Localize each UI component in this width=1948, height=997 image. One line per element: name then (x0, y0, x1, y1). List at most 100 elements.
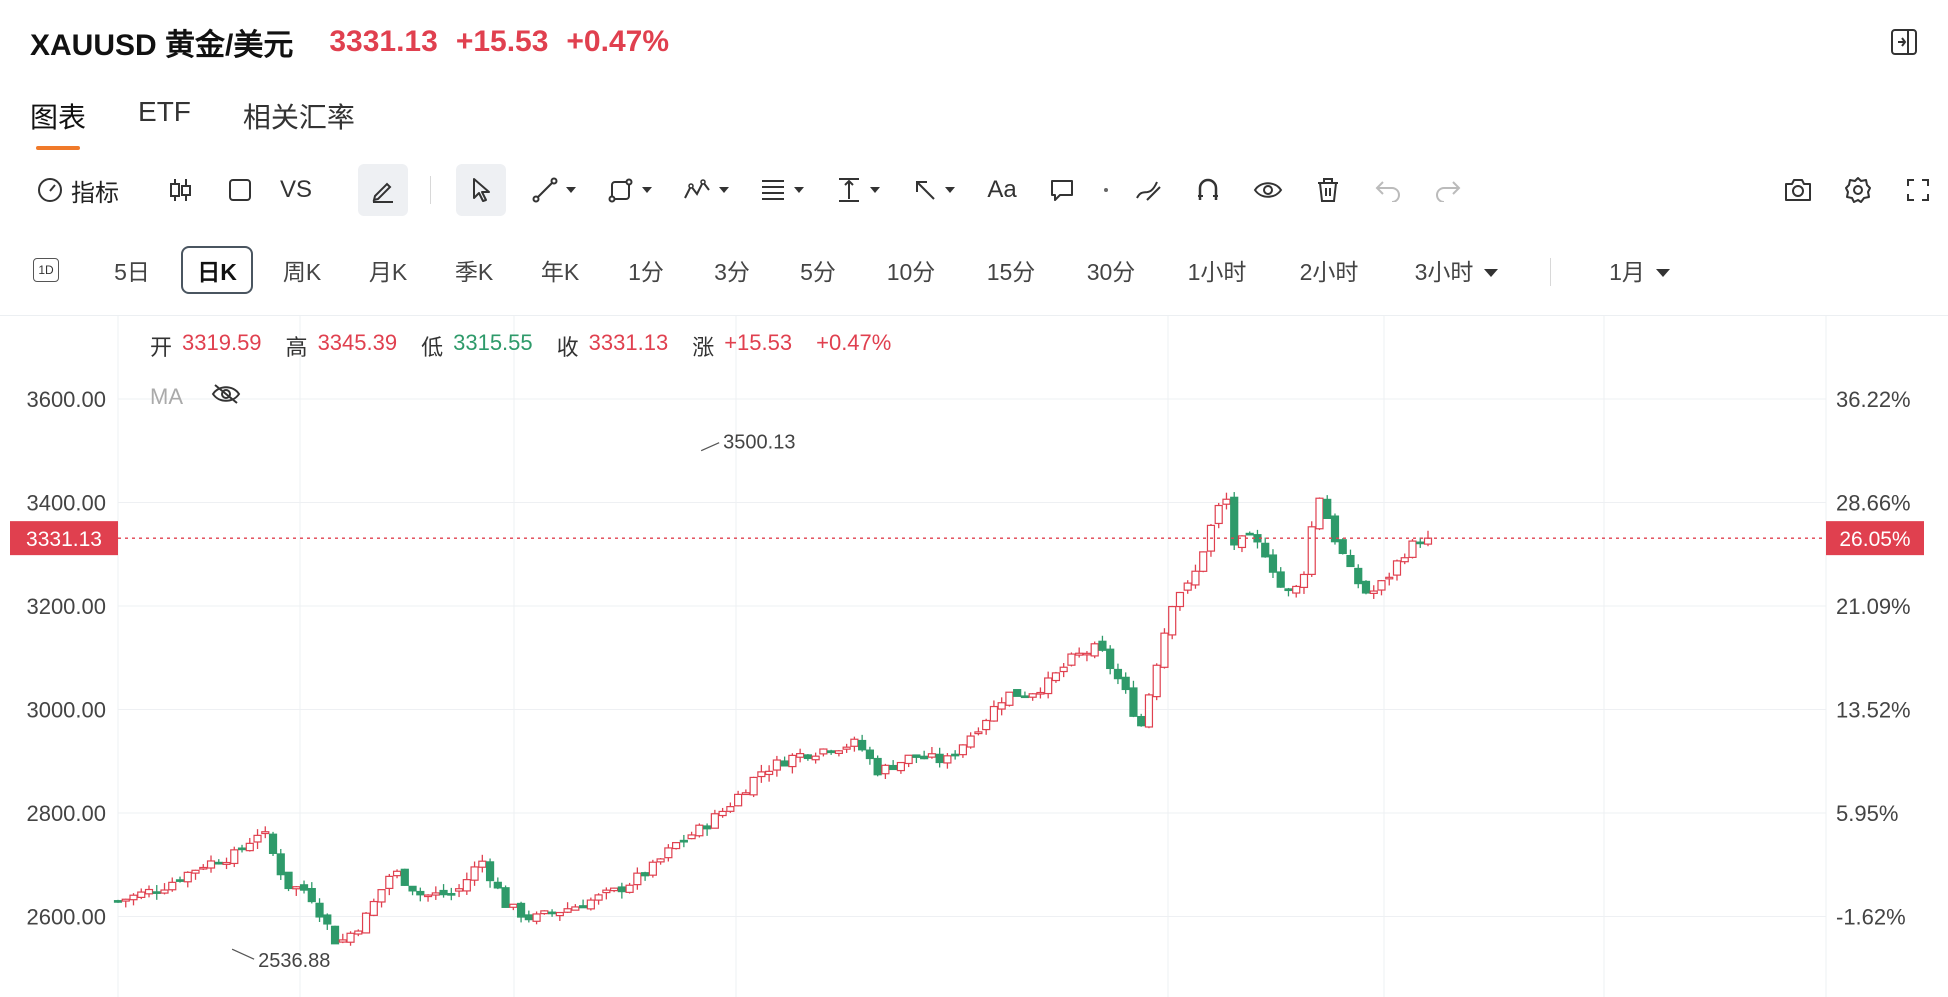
candle-up (1059, 666, 1068, 673)
candle-down (400, 868, 409, 886)
text-tool[interactable]: Aa (987, 176, 1017, 203)
open-label: 开 (150, 335, 173, 360)
fib-tool[interactable] (752, 164, 812, 216)
candle-up (586, 899, 595, 910)
candle-down (1416, 541, 1425, 545)
tab-etf[interactable]: ETF (138, 96, 191, 127)
dot-tool[interactable] (1092, 164, 1120, 216)
candle-down (1361, 580, 1371, 594)
period-10min[interactable]: 10分 (886, 259, 936, 285)
period-1h[interactable]: 1小时 (1187, 259, 1247, 285)
candle-down (447, 892, 456, 896)
candle-up (1005, 691, 1014, 706)
brush-tool[interactable] (1124, 164, 1172, 216)
interval-badge[interactable]: 1D (28, 246, 64, 294)
period-quarterly[interactable]: 季K (454, 259, 494, 285)
delete-drawings-button[interactable] (1304, 164, 1352, 216)
redo-button[interactable] (1424, 164, 1472, 216)
candle-type-button[interactable] (158, 164, 202, 216)
candle-down (889, 764, 898, 771)
candle-up (796, 753, 805, 758)
percent-tick-label: -1.62% (1836, 905, 1906, 930)
period-2h[interactable]: 2小时 (1299, 259, 1359, 285)
candlestick-chart[interactable]: 3500.13 2536.88 3331.13 26.05% 3600.00 3400.… (0, 316, 1948, 997)
max-price-pointer (700, 442, 720, 452)
open-value: 3319.59 (182, 330, 262, 355)
candle-up (896, 761, 905, 772)
indicator-button[interactable]: 指标 (28, 164, 128, 216)
indicator-label: 指标 (71, 179, 119, 207)
candle-up (555, 911, 564, 917)
candle-up (1222, 498, 1231, 505)
ma-label: MA (150, 383, 183, 409)
comment-tool[interactable] (1040, 164, 1084, 216)
candle-down (1284, 588, 1293, 592)
visibility-toggle[interactable] (1244, 164, 1292, 216)
percent-tick-label: 36.22% (1836, 387, 1911, 412)
ma-indicator-row: MA (150, 382, 241, 411)
candle-down (1330, 515, 1340, 543)
tab-chart[interactable]: 图表 (30, 96, 86, 150)
candle-up (245, 842, 254, 852)
undo-button[interactable] (1364, 164, 1412, 216)
candle-up (842, 746, 851, 750)
line-tool[interactable] (524, 164, 584, 216)
candle-down (1230, 496, 1239, 546)
candle-up (222, 861, 231, 865)
chart-grid (117, 316, 1827, 997)
tab-related-fx[interactable]: 相关汇率 (242, 102, 355, 133)
draw-tools-button[interactable] (358, 164, 408, 216)
chevron-down-icon (869, 186, 881, 194)
candle-up (927, 753, 937, 758)
period-30min[interactable]: 30分 (1086, 259, 1136, 285)
fullscreen-button[interactable] (1894, 164, 1942, 216)
min-price-label: 2536.88 (258, 950, 330, 972)
candle-up (1028, 693, 1037, 698)
trash-icon (1315, 176, 1341, 204)
candle-down (237, 847, 247, 851)
period-1min[interactable]: 1分 (628, 259, 664, 285)
eye-off-icon[interactable] (211, 382, 241, 411)
collapse-panel-icon[interactable] (1890, 28, 1918, 56)
price-chart[interactable]: 3500.13 2536.88 3331.13 26.05% 3600.00 3400.… (0, 315, 1948, 997)
cursor-tool[interactable] (456, 164, 506, 216)
screenshot-button[interactable] (1774, 164, 1822, 216)
period-weekly[interactable]: 周K (282, 259, 322, 285)
candle-up (1090, 643, 1099, 657)
period-daily[interactable]: 日K (181, 246, 253, 294)
period-3min[interactable]: 3分 (714, 259, 750, 285)
arrow-tool[interactable] (904, 164, 964, 216)
candle-up (1044, 677, 1053, 695)
candle-up (710, 813, 719, 829)
period-yearly[interactable]: 年K (540, 259, 580, 285)
candlestick-icon (167, 177, 193, 203)
period-15min[interactable]: 15分 (986, 259, 1036, 285)
period-monthly[interactable]: 月K (368, 259, 408, 285)
candle-up (1051, 672, 1061, 682)
candle-down (1113, 668, 1123, 680)
percent-axis: 36.22% 28.66% 21.09% 13.52% 5.95% -1.62% (1836, 387, 1911, 930)
pattern-tool[interactable] (676, 164, 736, 216)
gear-icon (1844, 176, 1872, 204)
period-5min[interactable]: 5分 (800, 259, 836, 285)
measure-tool[interactable] (828, 164, 888, 216)
high-label: 高 (285, 335, 308, 360)
candle-down (439, 889, 448, 896)
shape-tool[interactable] (600, 164, 660, 216)
candle-up (1315, 497, 1324, 530)
candle-up (509, 903, 518, 908)
brush-icon (1133, 176, 1163, 204)
candle-up (1168, 605, 1177, 636)
chart-style-button[interactable] (218, 164, 262, 216)
period-3h-dropdown[interactable]: 3小时 (1402, 246, 1512, 294)
candle-down (152, 891, 161, 894)
magnet-tool[interactable] (1184, 164, 1232, 216)
candle-up (1292, 585, 1301, 594)
period-1month-dropdown[interactable]: 1月 (1590, 246, 1690, 294)
candle-up (609, 887, 619, 892)
period-5d[interactable]: 5日 (114, 259, 150, 285)
settings-button[interactable] (1834, 164, 1882, 216)
compare-button[interactable]: VS (279, 176, 312, 203)
candle-down (912, 754, 921, 758)
chart-annotations: 3500.13 2536.88 3331.13 26.05% (10, 432, 1924, 972)
